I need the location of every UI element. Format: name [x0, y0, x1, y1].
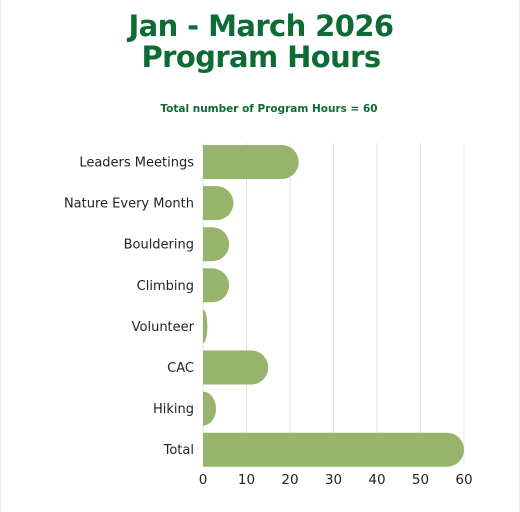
category-label: Volunteer [132, 320, 195, 335]
bar-climbing [203, 268, 230, 303]
x-tick-label: 50 [412, 472, 429, 488]
bars [203, 145, 464, 467]
x-tick-label: 0 [199, 472, 208, 488]
x-tick-label: 30 [325, 472, 342, 488]
category-label: Climbing [137, 279, 194, 294]
category-label: Leaders Meetings [79, 156, 194, 171]
x-tick-label: 60 [455, 472, 472, 488]
chart-title-line-2: Program Hours [141, 40, 381, 74]
bar-volunteer [203, 309, 208, 344]
grid-lines [202, 143, 465, 465]
x-tick-label: 10 [238, 472, 255, 488]
bar-bouldering [203, 227, 230, 262]
bar-total [203, 432, 464, 467]
x-tick-label: 20 [281, 472, 298, 488]
x-axis-tick-labels: 0 10 20 30 40 50 60 [199, 472, 473, 488]
category-label: Bouldering [124, 238, 194, 253]
category-label: Nature Every Month [64, 197, 194, 212]
x-tick-label: 40 [368, 472, 385, 488]
category-label: Hiking [153, 402, 194, 417]
bar-hiking [203, 391, 217, 426]
chart-title-line-1: Jan - March 2026 [128, 9, 394, 43]
chart-subtitle: Total number of Program Hours = 60 [160, 103, 378, 115]
category-label: Total [163, 443, 194, 458]
bar-cac [203, 350, 269, 385]
category-label: CAC [167, 361, 194, 376]
category-labels: Leaders Meetings Nature Every Month Boulde… [64, 156, 195, 459]
bar-leaders-meetings [203, 145, 299, 179]
bar-nature-every-month [203, 186, 234, 221]
